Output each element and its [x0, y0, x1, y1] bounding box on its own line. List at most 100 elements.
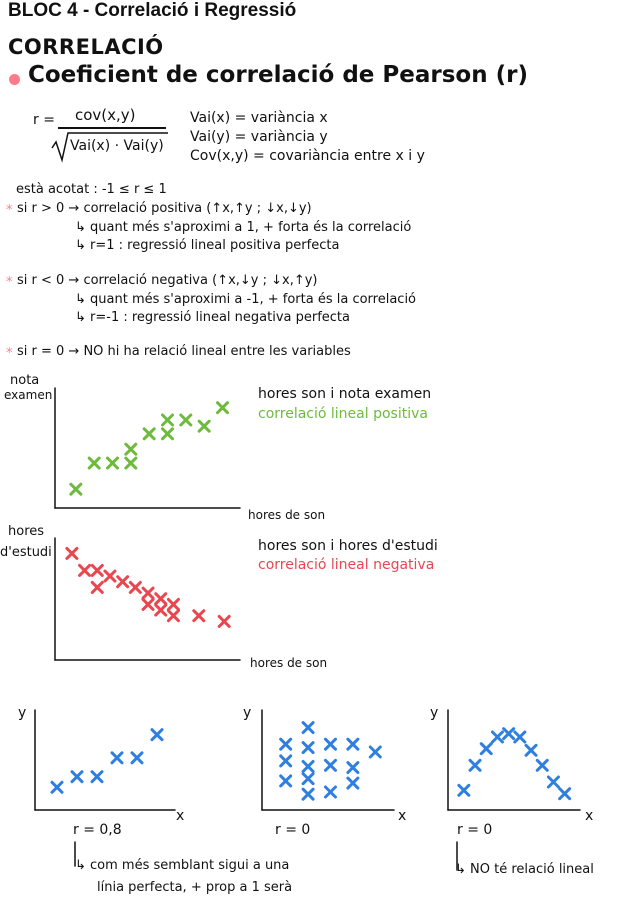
sp3-point: [502, 727, 516, 741]
plot2-ylabel-1: hores: [8, 524, 45, 539]
plot1-point: [124, 456, 138, 470]
sp2-point: [368, 745, 382, 759]
sp3-point: [457, 783, 471, 797]
sp2-point: [323, 758, 337, 772]
bullet-dot: [9, 74, 20, 85]
plot2-point: [90, 563, 104, 577]
sp1-point: [110, 751, 124, 765]
sp2-point: [346, 737, 360, 751]
def-var-y: Vai(y) = variància y: [190, 129, 328, 145]
sp2-point: [279, 737, 293, 751]
plot2-point: [141, 586, 155, 600]
sp3-point: [535, 758, 549, 772]
plot1-point: [106, 456, 119, 470]
sp3-point: [524, 743, 538, 757]
sp2-point: [346, 761, 360, 775]
plot2-point: [141, 597, 155, 611]
sp2-ylabel: y: [243, 705, 252, 721]
sp2-point: [346, 776, 360, 790]
plot2-point: [154, 603, 168, 617]
sp1-ylabel: y: [18, 705, 27, 721]
plot2-desc-colored: correlació lineal negativa: [258, 557, 435, 573]
formula-denominator: Vai(x) · Vai(y): [70, 138, 164, 154]
star-mark: *: [6, 203, 13, 218]
plot1-point: [161, 413, 174, 427]
plot1-point: [124, 442, 138, 456]
def-var-x: Vai(x) = variància x: [190, 110, 328, 126]
case-positive-sub2: ↳ r=1 : regressió lineal positiva perfec…: [75, 238, 340, 253]
plot2-point: [90, 580, 104, 594]
sp2-point: [323, 785, 337, 799]
sp1-point: [130, 751, 144, 765]
sp2-point: [301, 721, 315, 735]
sp2-point: [301, 787, 315, 801]
plot1-desc: hores son i nota examen: [258, 386, 432, 402]
sp1-note-2: línia perfecta, + prop a 1 serà: [97, 880, 293, 895]
case-positive-sub1: ↳ quant més s'aproximi a 1, + forta és l…: [75, 220, 412, 235]
plot2-point: [154, 592, 168, 606]
star-mark: *: [6, 346, 13, 361]
fraction-bar: [58, 127, 166, 129]
plot2-point: [128, 580, 142, 594]
subsection-heading: Coeficient de correlació de Pearson (r): [28, 62, 528, 88]
sp3-note: ↳ NO té relació lineal: [455, 862, 594, 877]
sp2-point: [279, 774, 293, 788]
sp1-point: [90, 770, 104, 784]
plot1-ylabel-1: nota: [10, 373, 40, 388]
plot1-point: [197, 419, 211, 433]
plot1-desc-colored: correlació lineal positiva: [258, 406, 428, 422]
sp1-r-label: r = 0,8: [73, 822, 122, 838]
sp3-xlabel: x: [585, 808, 594, 824]
sp2-point: [301, 741, 315, 755]
plot1-ylabel-2: examen: [4, 388, 53, 402]
bounded-text: està acotat : -1 ≤ r ≤ 1: [16, 182, 167, 197]
sp2-point: [323, 737, 337, 751]
plot2-xlabel: hores de son: [250, 656, 328, 670]
sp3-point: [468, 758, 482, 772]
sp2-xlabel: x: [398, 808, 407, 824]
sp2-r-label: r = 0: [275, 822, 311, 838]
formula-lhs: r =: [33, 112, 55, 128]
plot2-ylabel-2: d'estudi: [0, 545, 52, 560]
plot2-point: [116, 575, 130, 589]
plot1-point: [69, 482, 83, 496]
sp3-point: [479, 742, 493, 756]
plot2-point: [217, 614, 231, 628]
plot2-point: [103, 569, 117, 583]
sp2-point: [301, 759, 315, 773]
star-mark: *: [6, 275, 13, 290]
sp3-point: [490, 730, 504, 744]
case-negative-sub1: ↳ quant més s'aproximi a -1, + forta és …: [75, 292, 417, 307]
case-negative: si r < 0 → correlació negativa (↑x,↓y ; …: [17, 273, 318, 288]
plot2-desc: hores son i hores d'estudi: [258, 538, 438, 554]
case-zero: si r = 0 → NO hi ha relació lineal entre…: [17, 344, 351, 359]
sp2-point: [301, 772, 315, 786]
sp1-point: [50, 780, 64, 794]
plot1-point: [161, 427, 174, 441]
sp3-point: [558, 787, 572, 801]
formula-numerator: cov(x,y): [75, 106, 136, 124]
plot1-xlabel: hores de son: [248, 508, 326, 522]
plot1-point: [142, 427, 156, 441]
plot2-point: [65, 546, 79, 560]
plot1-point: [87, 456, 101, 470]
page-title: BLOC 4 - Correlació i Regressió: [8, 0, 297, 21]
sp3-ylabel: y: [430, 705, 439, 721]
plot2-point: [166, 609, 180, 623]
sp1-point: [150, 728, 164, 742]
sp1-xlabel: x: [176, 808, 185, 824]
case-negative-sub2: ↳ r=-1 : regressió lineal negativa perfe…: [75, 310, 350, 325]
def-cov: Cov(x,y) = covariància entre x i y: [190, 148, 425, 164]
sp1-note-1: ↳ com més semblant sigui a una: [75, 858, 290, 873]
plot2-point: [78, 563, 92, 577]
sp3-point: [513, 730, 527, 744]
sp3-r-label: r = 0: [457, 822, 493, 838]
case-positive: si r > 0 → correlació positiva (↑x,↑y ; …: [17, 201, 312, 216]
section-heading: CORRELACIÓ: [8, 35, 164, 59]
plot1-point: [216, 401, 229, 415]
sp3-point: [546, 775, 560, 789]
plot2-point: [192, 609, 206, 623]
sp1-point: [70, 770, 84, 784]
plot1-point: [179, 413, 193, 427]
